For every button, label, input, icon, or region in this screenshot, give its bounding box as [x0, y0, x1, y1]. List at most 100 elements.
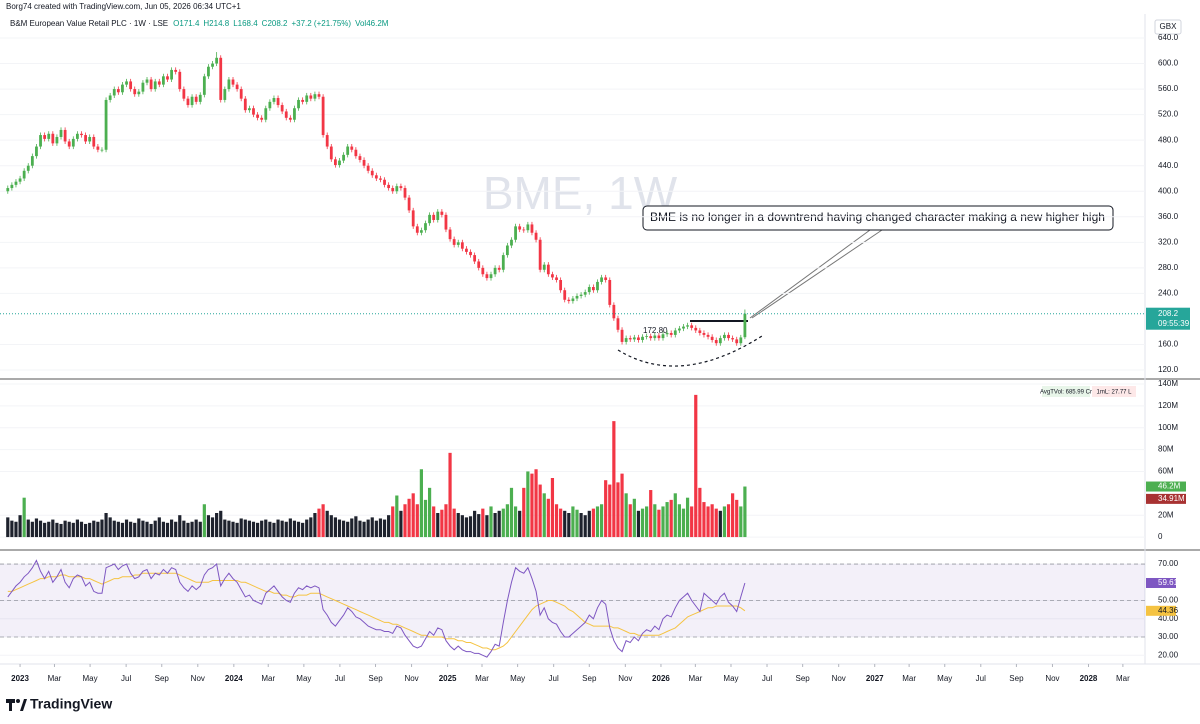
x-tick-label: 2024 [225, 674, 243, 683]
volume-bar [382, 519, 387, 538]
candle-body [231, 79, 235, 85]
volume-bar [301, 522, 305, 538]
volume-bar [149, 523, 153, 538]
x-tick-label: Jul [762, 674, 772, 683]
brand[interactable]: TradingView [30, 696, 112, 712]
candle-body [149, 79, 153, 90]
volume-bar [34, 518, 39, 538]
candle-body [505, 245, 509, 256]
y-tick-label: 320.0 [1158, 237, 1179, 246]
candle-body [493, 267, 497, 275]
candle-body [207, 66, 210, 77]
volume-bar [378, 518, 383, 538]
x-tick-label: Nov [1045, 674, 1059, 683]
volume-bar [100, 519, 104, 538]
candle-body [448, 229, 452, 240]
candle-body [436, 211, 440, 220]
x-tick-label: 2023 [11, 674, 29, 683]
price-badge-label: 208.2 [1158, 309, 1179, 318]
x-tick-label: 2026 [652, 674, 670, 683]
volume-bar [157, 517, 161, 538]
x-tick-label: Sep [368, 674, 383, 683]
volume-bar [473, 510, 477, 538]
candle-body [284, 111, 288, 118]
candle-body [194, 96, 198, 102]
candle-body [370, 170, 374, 176]
candle-body [694, 327, 698, 331]
volume-bar [129, 521, 133, 538]
logo-mark [20, 699, 27, 711]
volume-bar [358, 520, 362, 538]
volume-bar [440, 509, 444, 538]
volume-bar [456, 513, 460, 538]
volume-bar [22, 497, 26, 538]
volume-bar [489, 506, 493, 538]
candle-body [354, 149, 358, 157]
candle-body [235, 84, 239, 90]
volume-bar [612, 421, 616, 538]
candle-body [227, 79, 231, 90]
volume-bar [616, 482, 620, 538]
volume-bar [75, 519, 79, 538]
volume-bar [6, 517, 10, 538]
footer [0, 690, 1200, 724]
candle-body [161, 76, 165, 85]
volume-bar [677, 504, 681, 538]
y-tick-label: 280.0 [1158, 263, 1179, 272]
volume-bar [350, 518, 354, 538]
candle-body [469, 251, 472, 256]
volume-bar [579, 513, 583, 538]
x-tick-label: Sep [1009, 674, 1024, 683]
candle-body [665, 332, 669, 335]
volume-bar [116, 521, 120, 538]
y-tick-label: 120.0 [1158, 365, 1179, 374]
volume-bar [399, 510, 403, 538]
volume-bar [63, 520, 67, 538]
close: C208.2 [262, 19, 288, 28]
volume-bar [194, 519, 198, 538]
volume-bar [14, 521, 18, 538]
y-tick-label: 640.0 [1158, 33, 1179, 42]
volume-bar [247, 520, 251, 538]
volume-bar [702, 502, 706, 538]
volume-bar [649, 490, 653, 538]
x-tick-label: Jul [976, 674, 986, 683]
currency-box [1154, 19, 1182, 35]
candle-body [305, 95, 309, 102]
candle-body [530, 224, 534, 233]
open: O171.4 [173, 19, 200, 28]
volume-bar [726, 504, 731, 538]
candle-body [608, 279, 612, 305]
callout-box [642, 205, 1114, 231]
candle-body [10, 184, 14, 189]
volume-bar [731, 493, 735, 538]
y-tick-label: 360.0 [1158, 212, 1179, 221]
volume-bar [575, 509, 579, 538]
candle-body [399, 186, 403, 189]
volume-bar [661, 506, 665, 538]
volume-bar [632, 498, 636, 538]
candle-body [309, 95, 313, 99]
candle-body [677, 328, 681, 331]
candle-body [59, 129, 63, 137]
candle-body [108, 95, 112, 100]
volume-bar [276, 519, 280, 538]
candle-body [317, 94, 321, 97]
volume-bar [309, 517, 313, 538]
volume-bar [698, 487, 702, 538]
candle-body [477, 261, 481, 268]
volume-bar [407, 498, 411, 538]
candle-body [465, 248, 468, 252]
volume-bar [268, 521, 272, 538]
candle-body [321, 96, 325, 136]
volume-bar [690, 506, 694, 538]
candle-body [637, 337, 640, 341]
volume-bar [83, 523, 88, 538]
y-tick-label: 480.0 [1158, 135, 1179, 144]
y-tick-label: 20M [1158, 510, 1174, 519]
volume-bar [735, 499, 739, 538]
candle-body [649, 336, 653, 339]
candle-body [112, 89, 116, 96]
candle-body [452, 239, 456, 245]
volume-bar [464, 517, 469, 538]
